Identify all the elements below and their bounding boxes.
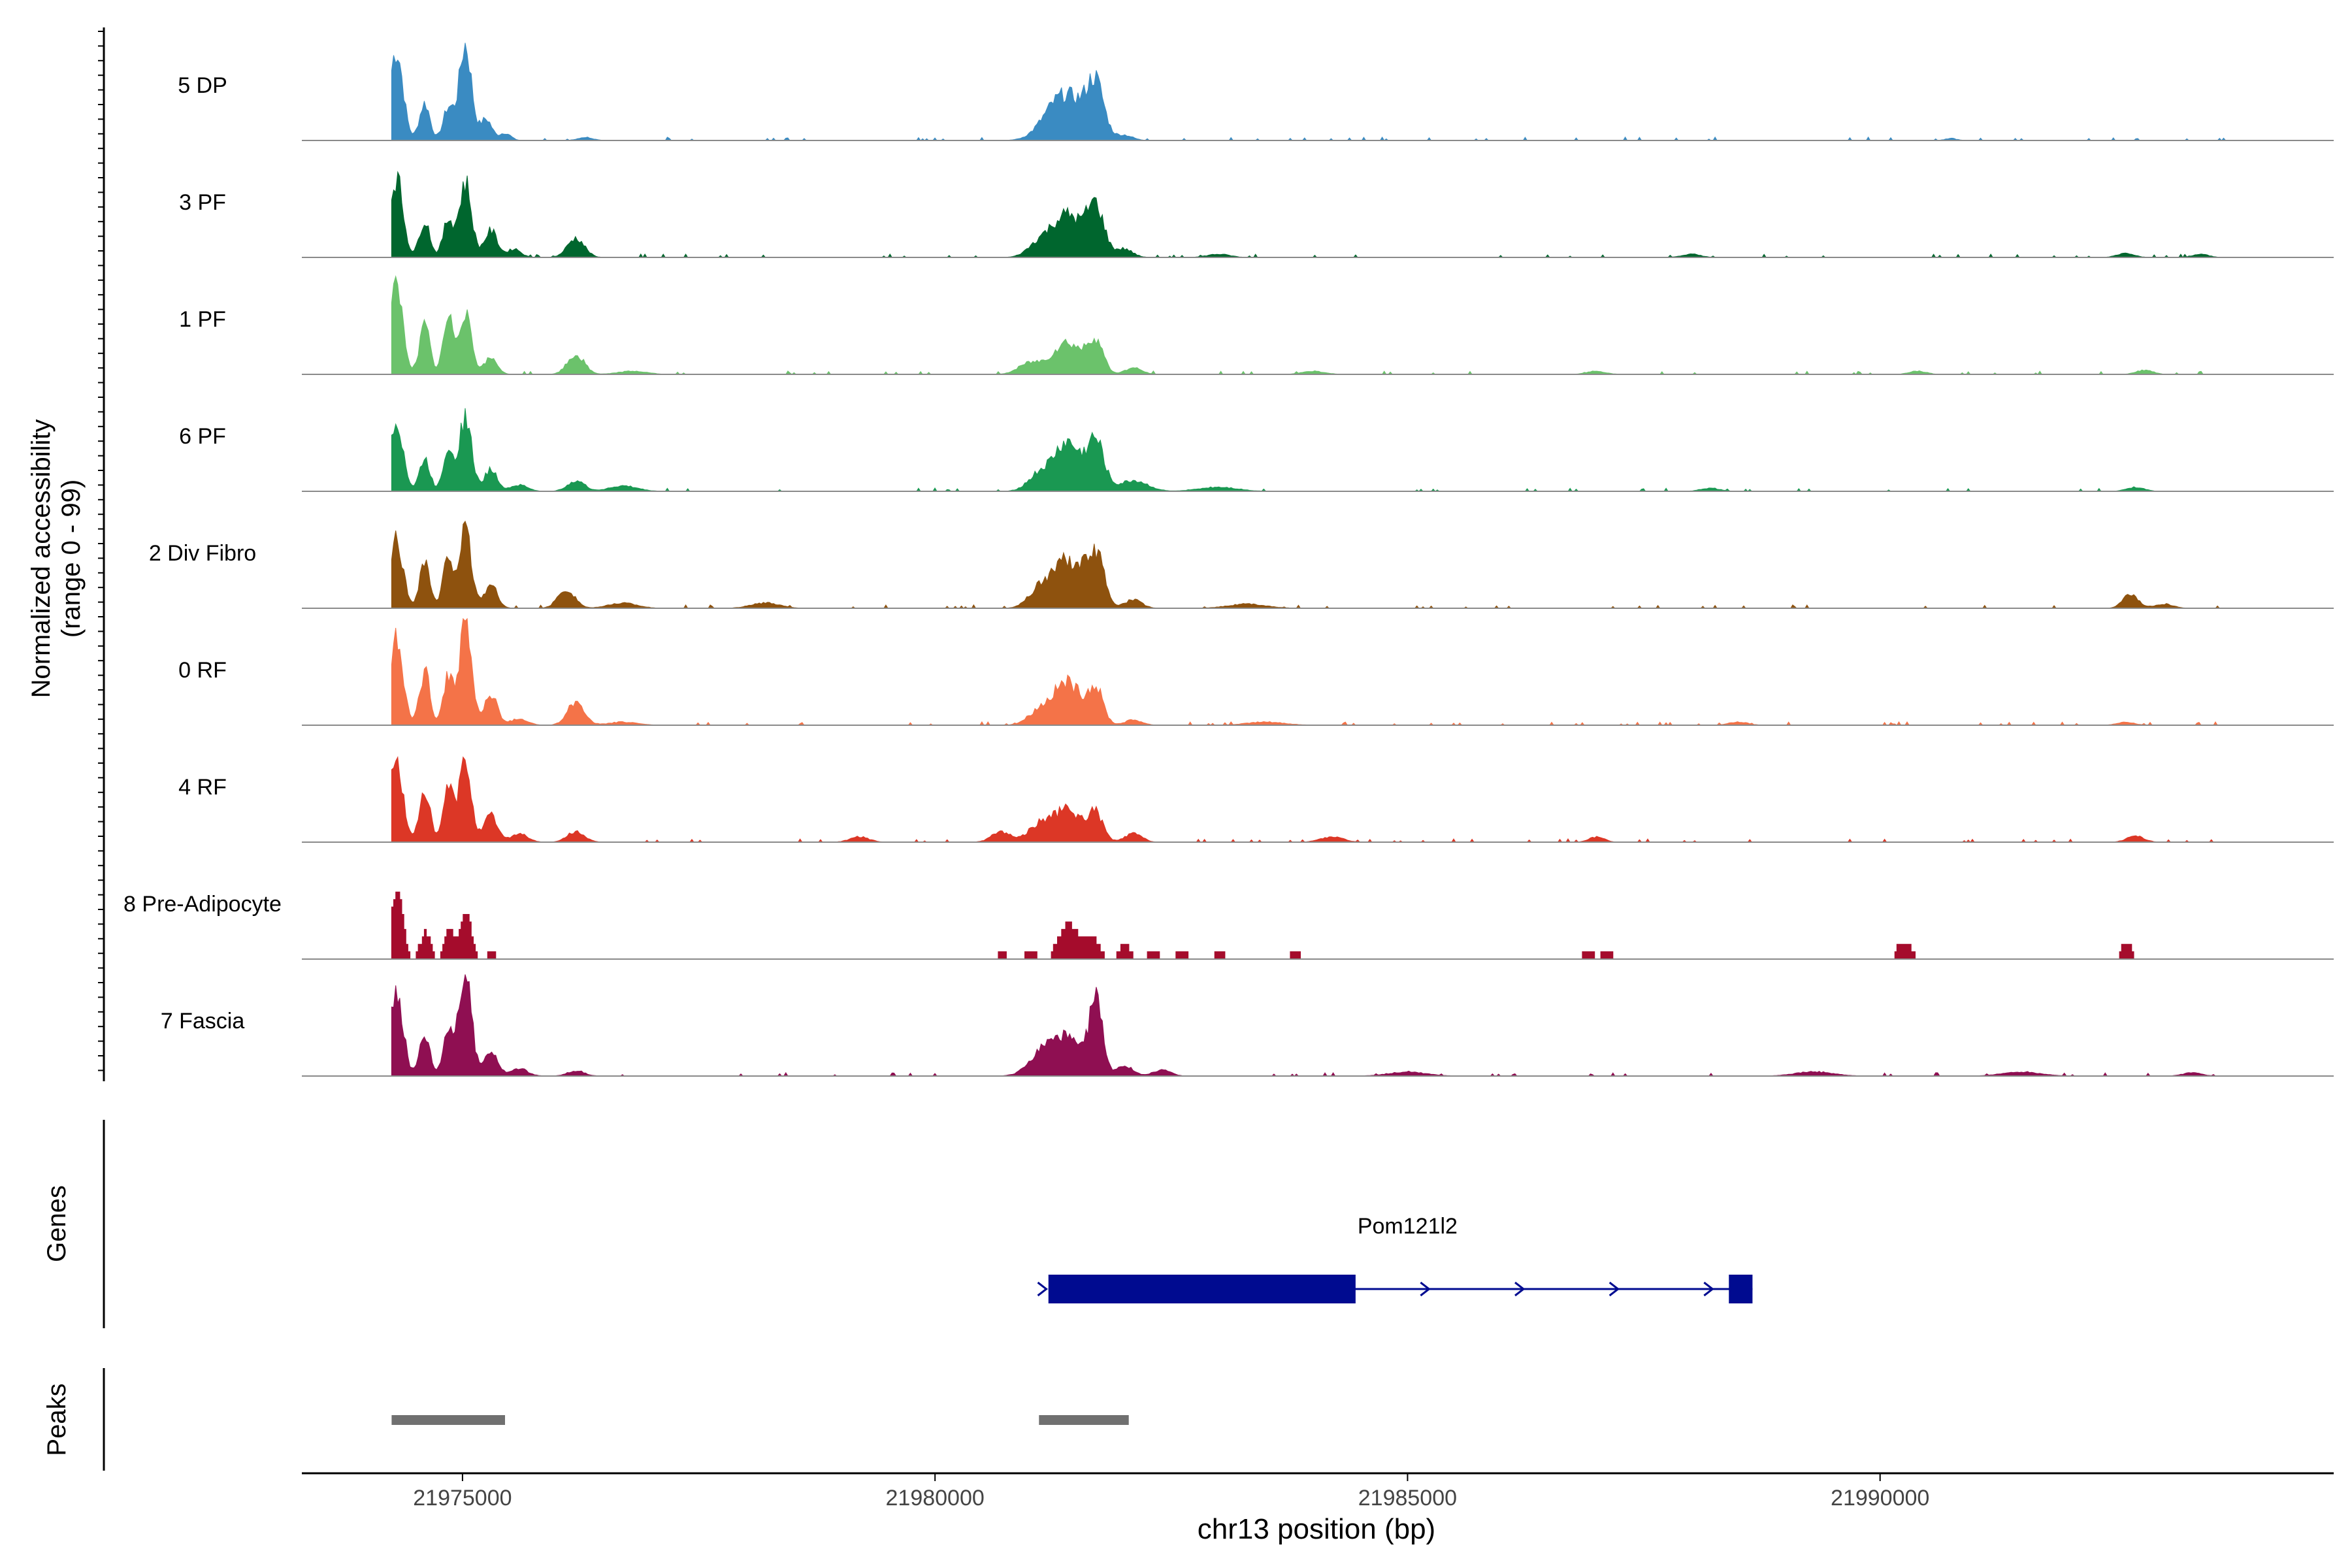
coverage-area xyxy=(391,617,2230,726)
track-label: 4 RF xyxy=(178,775,227,800)
gene-name-label: Pom121l2 xyxy=(1358,1214,1458,1239)
track-label: 5 DP xyxy=(178,73,227,98)
track-label: 1 PF xyxy=(179,307,226,332)
gene-annotation xyxy=(1037,1275,1753,1303)
strand-arrow xyxy=(1037,1281,1048,1297)
x-tick-label: 21975000 xyxy=(413,1486,512,1511)
gene-exon xyxy=(1729,1275,1753,1303)
x-tick-label: 21985000 xyxy=(1358,1486,1457,1511)
track-label: 6 PF xyxy=(179,424,226,449)
strand-arrow xyxy=(1703,1281,1714,1297)
track-0-rf: 0 RF xyxy=(178,617,2334,726)
coverage-area xyxy=(391,756,2230,843)
peaks-panel-title: Peaks xyxy=(42,1383,71,1456)
genes-panel-title: Genes xyxy=(42,1185,71,1262)
peak-region-bar xyxy=(1039,1415,1129,1425)
track-7-fascia: 7 Fascia xyxy=(161,974,2334,1077)
x-axis-ticks: 21975000 21980000 21985000 21990000 xyxy=(413,1473,1929,1511)
track-label: 8 Pre-Adipocyte xyxy=(123,892,282,917)
track-3-pf: 3 PF xyxy=(179,171,2334,258)
y-axis-title-line2: (range 0 - 99) xyxy=(57,480,86,638)
track-5-dp: 5 DP xyxy=(178,42,2334,141)
track-2-div-fibro: 2 Div Fibro xyxy=(149,520,2334,609)
x-tick-label: 21980000 xyxy=(886,1486,985,1511)
peak-region-bar xyxy=(391,1415,505,1425)
x-axis-title: chr13 position (bp) xyxy=(1198,1513,1435,1545)
track-4-rf: 4 RF xyxy=(178,756,2334,843)
coverage-tracks: 5 DP 3 PF 1 PF 6 PF 2 Div Fibro 0 RF 4 RF 8 Pre… xyxy=(98,27,2334,1081)
strand-arrow xyxy=(1420,1281,1431,1297)
y-axis-title-line1: Normalized accessibility xyxy=(27,419,56,698)
coverage-area xyxy=(391,891,2230,960)
track-label: 7 Fascia xyxy=(161,1009,245,1034)
track-label: 2 Div Fibro xyxy=(149,541,256,566)
track-6-pf: 6 PF xyxy=(179,408,2334,492)
strand-arrow xyxy=(1609,1281,1620,1297)
track-label: 0 RF xyxy=(178,658,227,683)
coverage-area xyxy=(391,171,2230,258)
track-1-pf: 1 PF xyxy=(179,275,2334,375)
track-8-pre-adipocyte: 8 Pre-Adipocyte xyxy=(123,891,2334,960)
coverage-area xyxy=(391,974,2230,1077)
coverage-area xyxy=(391,408,2230,492)
x-tick-label: 21990000 xyxy=(1831,1486,1929,1511)
strand-arrow xyxy=(1514,1281,1526,1297)
coverage-area xyxy=(391,42,2230,141)
coverage-area xyxy=(391,520,2230,609)
gene-exon xyxy=(1048,1275,1356,1303)
coverage-area xyxy=(391,275,2230,375)
peak-regions xyxy=(391,1415,1129,1425)
track-label: 3 PF xyxy=(179,190,226,215)
